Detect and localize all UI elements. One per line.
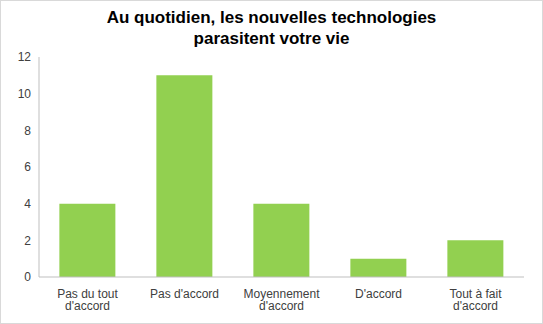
svg-text:8: 8 bbox=[24, 124, 31, 138]
svg-text:Pas d'accord: Pas d'accord bbox=[150, 287, 219, 301]
svg-text:2: 2 bbox=[24, 234, 31, 248]
svg-text:D'accord: D'accord bbox=[355, 287, 402, 301]
svg-text:0: 0 bbox=[24, 270, 31, 284]
svg-text:Pas du toutd'accord: Pas du toutd'accord bbox=[57, 287, 118, 313]
html-text:Au quotidien, les nouvelles te: Au quotidien, les nouvelles technologies… bbox=[106, 8, 437, 48]
svg-text:4: 4 bbox=[24, 197, 31, 211]
svg-text:10: 10 bbox=[18, 87, 32, 101]
svg-text:6: 6 bbox=[24, 160, 31, 174]
svg-text:12: 12 bbox=[18, 51, 32, 64]
svg-text:Moyennementd'accord: Moyennementd'accord bbox=[243, 287, 320, 313]
svg-text:Tout à faitd'accord: Tout à faitd'accord bbox=[449, 287, 502, 313]
